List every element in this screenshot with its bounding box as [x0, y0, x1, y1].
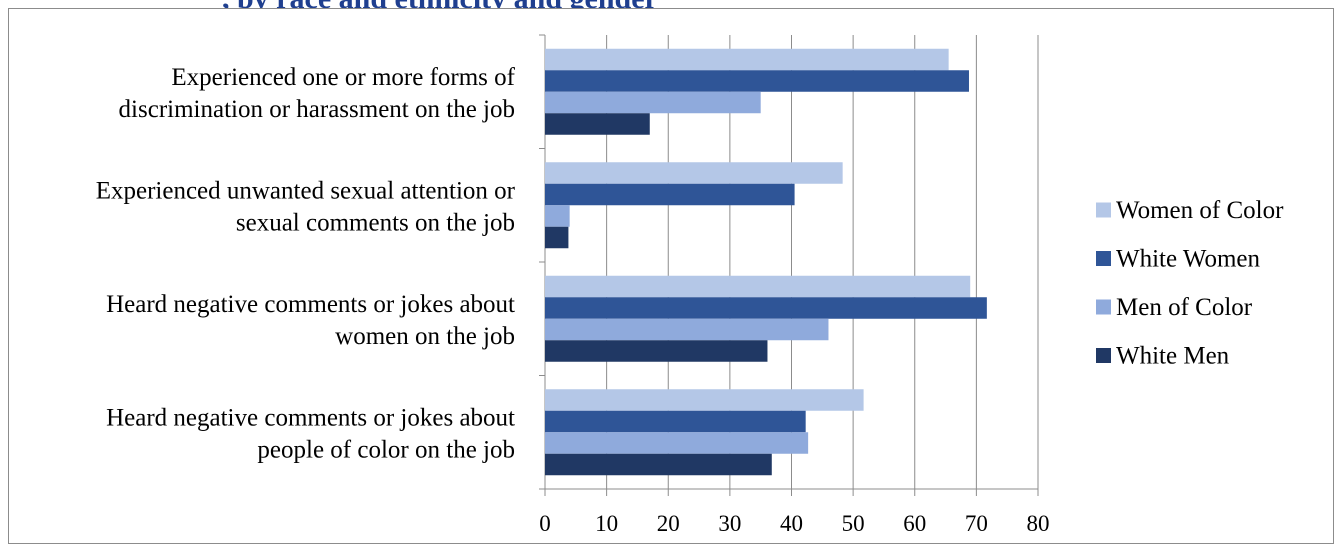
category-label: Experienced one or more forms of — [171, 64, 515, 91]
title-strip: , by race and ethnicity and gender — [0, 0, 1338, 8]
x-tick-label: 20 — [657, 511, 680, 536]
legend-swatch — [1096, 348, 1111, 363]
bar — [545, 48, 949, 71]
bar — [545, 297, 987, 319]
bar — [545, 226, 569, 249]
legend-label: Women of Color — [1116, 197, 1284, 224]
bar — [545, 275, 971, 298]
category-label: people of color on the job — [257, 436, 515, 463]
bar — [545, 432, 809, 454]
category-label: Experienced unwanted sexual attention or — [96, 177, 516, 204]
category-label: Heard negative comments or jokes about — [106, 291, 515, 318]
bar — [545, 410, 806, 433]
bar — [545, 91, 761, 114]
bar — [545, 389, 864, 411]
x-tick-label: 50 — [842, 511, 865, 536]
bar — [545, 340, 768, 362]
bar — [545, 453, 772, 476]
legend-label: White Women — [1116, 246, 1261, 273]
bar — [545, 183, 795, 206]
bar — [545, 162, 843, 184]
legend-swatch — [1096, 202, 1111, 218]
x-tick-label: 70 — [965, 511, 988, 536]
x-tick-label: 60 — [903, 511, 926, 536]
x-tick-label: 10 — [595, 511, 618, 536]
legend-swatch — [1096, 251, 1111, 266]
chart-title: , by race and ethnicity and gender — [222, 0, 658, 8]
bar — [545, 318, 829, 341]
category-label: sexual comments on the job — [236, 209, 515, 236]
bar — [545, 205, 570, 227]
x-tick-label: 40 — [780, 511, 803, 536]
category-label: discrimination or harassment on the job — [119, 96, 515, 123]
x-tick-label: 30 — [718, 511, 741, 536]
category-label: Heard negative comments or jokes about — [106, 404, 515, 431]
bar — [545, 70, 969, 92]
category-label: women on the job — [335, 323, 515, 350]
x-tick-label: 0 — [539, 511, 551, 536]
legend-label: Men of Color — [1116, 294, 1253, 321]
legend-label: White Men — [1116, 343, 1230, 370]
legend-swatch — [1096, 299, 1111, 315]
chart-frame — [8, 8, 1334, 544]
x-tick-label: 80 — [1027, 511, 1050, 536]
bar — [545, 113, 650, 135]
